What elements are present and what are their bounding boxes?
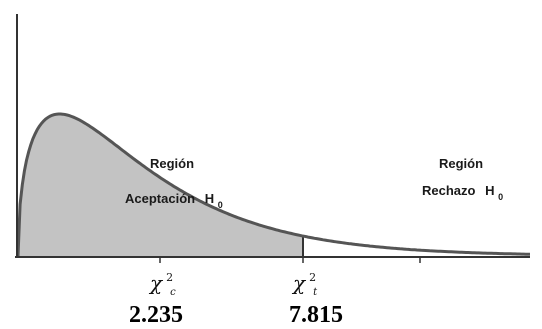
chi-t-value: 7.815	[289, 302, 343, 328]
chi-t-symbol: χ 2 t	[291, 268, 320, 298]
acceptance-region-label: Región	[150, 156, 194, 171]
rejection-region-label-2: Rechazo H 0	[422, 183, 503, 202]
chi-c-symbol: χ 2 c	[148, 268, 177, 298]
density-curve	[16, 112, 530, 257]
acceptance-region-label-2: Aceptación H 0	[125, 191, 223, 210]
acceptance-region-area	[18, 114, 303, 256]
rejection-region-label: Región	[439, 156, 483, 171]
chi-c-value: 2.235	[129, 302, 183, 328]
